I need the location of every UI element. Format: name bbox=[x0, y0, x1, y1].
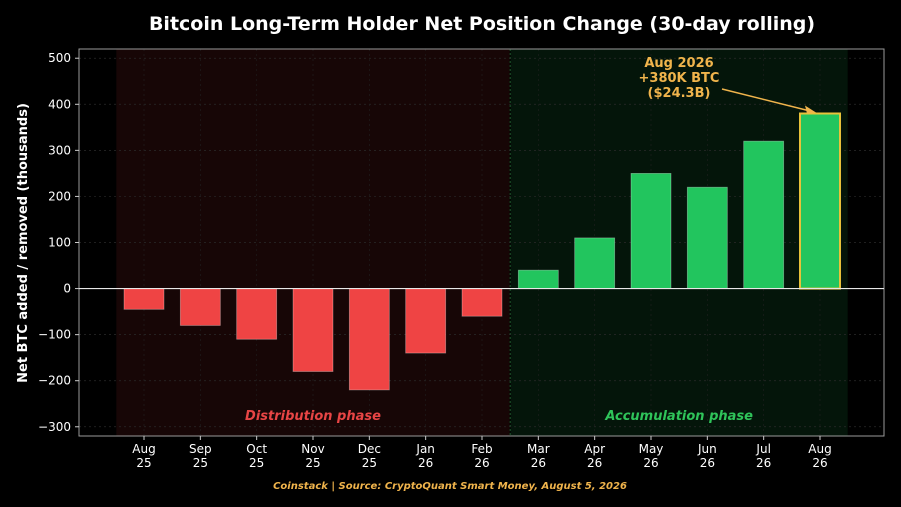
labels: −300 −200 −100 0 100 200 300 400 500 Aug 25 Sep 25 Oc… bbox=[38, 51, 832, 470]
phase-shading bbox=[116, 49, 848, 436]
bar-11 bbox=[743, 140, 785, 289]
x-tick-label-3: Nov 25 bbox=[301, 442, 324, 470]
axes bbox=[75, 48, 885, 440]
y-tick-label-8: 500 bbox=[48, 51, 71, 65]
y-tick-label-1: −200 bbox=[38, 374, 71, 388]
x-tick-label-11: Jul 26 bbox=[755, 442, 771, 470]
bar-7 bbox=[517, 269, 559, 289]
bar-9 bbox=[630, 172, 672, 289]
phase-label-0: Distribution phase bbox=[245, 409, 381, 424]
phase-label-1: Accumulation phase bbox=[604, 409, 753, 424]
bar-12 bbox=[799, 112, 841, 290]
x-tick-label-0: Aug 25 bbox=[132, 442, 155, 470]
bar-1 bbox=[179, 288, 221, 326]
x-tick-label-7: Mar 26 bbox=[527, 442, 550, 470]
bar-8 bbox=[574, 237, 616, 289]
bar-10 bbox=[686, 186, 728, 289]
y-tick-label-3: 0 bbox=[63, 282, 71, 296]
footer-source: Coinstack | Source: CryptoQuant Smart Mo… bbox=[273, 481, 627, 492]
bar-3 bbox=[292, 288, 334, 372]
x-tick-label-10: Jun 26 bbox=[697, 442, 717, 470]
chart-title: Bitcoin Long-Term Holder Net Position Ch… bbox=[149, 13, 815, 35]
y-tick-label-4: 100 bbox=[48, 236, 71, 250]
annotation-label: Aug 2026 +380K BTC ($24.3B) bbox=[639, 56, 720, 101]
x-tick-label-9: May 26 bbox=[639, 442, 664, 470]
x-tick-label-5: Jan 26 bbox=[415, 442, 435, 470]
x-tick-label-2: Oct 25 bbox=[246, 442, 267, 470]
bar-0 bbox=[123, 288, 165, 310]
x-tick-label-6: Feb 26 bbox=[471, 442, 492, 470]
x-tick-label-4: Dec 25 bbox=[358, 442, 381, 470]
y-tick-label-2: −100 bbox=[38, 328, 71, 342]
y-tick-label-7: 400 bbox=[48, 97, 71, 111]
annotation-arrow bbox=[721, 88, 813, 113]
y-tick-label-5: 200 bbox=[48, 189, 71, 203]
x-tick-label-8: Apr 26 bbox=[584, 442, 605, 470]
y-tick-label-0: −300 bbox=[38, 420, 71, 434]
bar-6 bbox=[461, 288, 503, 317]
bar-5 bbox=[405, 288, 447, 354]
x-tick-label-12: Aug 26 bbox=[808, 442, 831, 470]
bars bbox=[123, 112, 841, 391]
x-tick-label-1: Sep 25 bbox=[189, 442, 212, 470]
bar-2 bbox=[236, 288, 278, 340]
bar-4 bbox=[348, 288, 390, 391]
y-tick-label-6: 300 bbox=[48, 143, 71, 157]
annotation-arrowhead bbox=[805, 105, 816, 114]
y-axis-label: Net BTC added / removed (thousands) bbox=[16, 103, 31, 383]
